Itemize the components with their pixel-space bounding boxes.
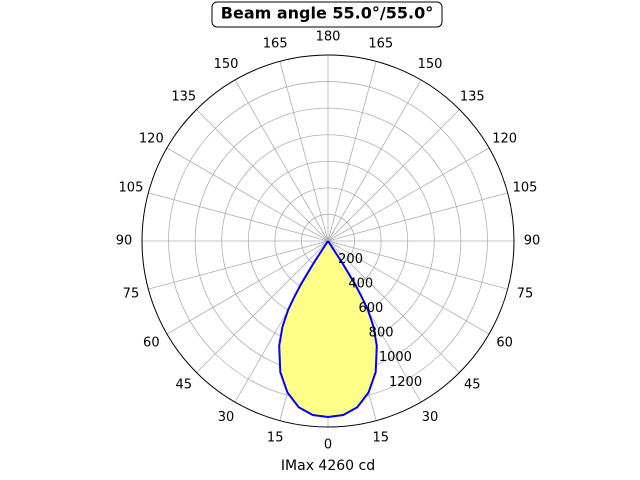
polar-frame [141, 54, 515, 428]
grid-spoke [327, 109, 460, 242]
grid-spoke [327, 240, 490, 335]
grid-spoke [327, 192, 508, 242]
theta-tick-label: 30 [218, 410, 235, 425]
r-tick-label: 1200 [389, 375, 422, 390]
theta-tick-label: 60 [143, 336, 160, 351]
x-axis-label: IMax 4260 cd [281, 458, 375, 474]
theta-tick-label: 60 [496, 336, 513, 351]
grid-spoke [148, 240, 329, 290]
theta-tick-label: 150 [214, 57, 239, 72]
theta-tick-label: 150 [418, 57, 443, 72]
r-tick-label: 1000 [379, 350, 412, 365]
theta-tick-label: 180 [316, 30, 341, 45]
chart-title: Beam angle 55.0°/55.0° [221, 4, 433, 23]
theta-tick-label: 165 [368, 36, 393, 51]
theta-tick-label: 75 [123, 286, 140, 301]
theta-tick-label: 90 [524, 234, 541, 249]
theta-tick-label: 45 [175, 378, 192, 393]
title-box [211, 1, 443, 28]
theta-tick-label: 45 [464, 378, 481, 393]
beam-line [278, 240, 378, 419]
theta-tick-label: 105 [513, 181, 538, 196]
grid-spoke [279, 61, 329, 242]
grid-spoke [327, 240, 460, 373]
grid-spoke [166, 240, 329, 335]
beam-area [279, 241, 377, 417]
theta-tick-label: 15 [373, 431, 390, 446]
grid-spoke [196, 109, 329, 242]
theta-tick-label: 75 [517, 286, 534, 301]
grid-spoke [196, 240, 329, 373]
theta-tick-label: 105 [119, 181, 144, 196]
grid-spoke [327, 240, 508, 290]
r-tick-label: 200 [338, 252, 363, 267]
theta-tick-label: 120 [492, 132, 517, 147]
grid-spoke [148, 192, 329, 242]
r-tick-label: 400 [348, 277, 373, 292]
r-tick-label: 600 [359, 301, 384, 316]
r-tick-label: 800 [369, 326, 394, 341]
theta-tick-label: 120 [139, 132, 164, 147]
theta-tick-label: 135 [460, 89, 485, 104]
theta-tick-label: 0 [324, 438, 332, 453]
theta-tick-label: 15 [267, 431, 284, 446]
theta-tick-label: 90 [116, 234, 133, 249]
theta-tick-label: 30 [422, 410, 439, 425]
theta-tick-label: 165 [263, 36, 288, 51]
theta-tick-label: 135 [171, 89, 196, 104]
grid-spoke [327, 61, 377, 242]
grid-spoke [234, 79, 329, 242]
grid-spoke [327, 147, 490, 242]
grid-spoke [166, 147, 329, 242]
grid-spoke [327, 79, 422, 242]
